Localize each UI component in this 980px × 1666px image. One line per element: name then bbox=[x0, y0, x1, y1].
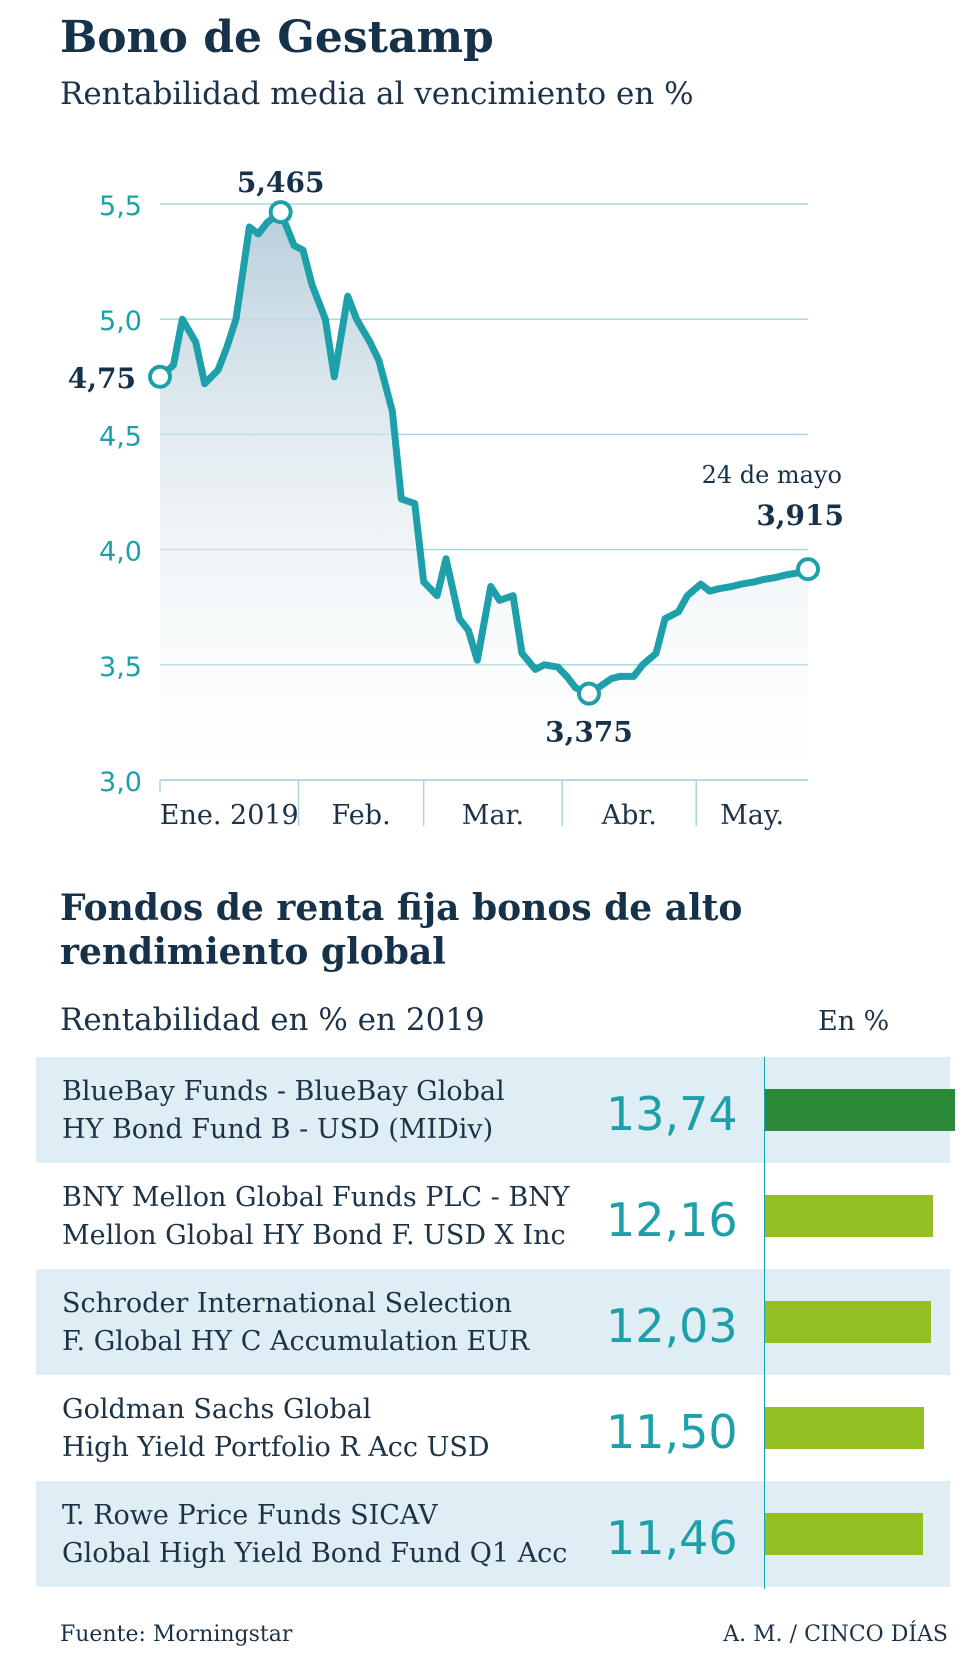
funds-section-title: Fondos de renta fija bonos de alto rendi… bbox=[60, 887, 743, 973]
fund-bar bbox=[765, 1301, 932, 1343]
fund-name-line: Mellon Global HY Bond F. USD X Inc bbox=[62, 1220, 566, 1251]
x-month-label: Abr. bbox=[601, 800, 657, 831]
fund-row: BNY Mellon Global Funds PLC - BNY Mellon… bbox=[36, 1163, 950, 1269]
source-note: Fuente: Morningstar bbox=[60, 1622, 293, 1647]
funds-table: BlueBay Funds - BlueBay Global HY Bond F… bbox=[36, 1057, 955, 1587]
fund-name-line: BNY Mellon Global Funds PLC - BNY bbox=[62, 1182, 570, 1213]
fund-name-line: F. Global HY C Accumulation EUR bbox=[62, 1326, 530, 1357]
fund-row: Schroder International Selection F. Glob… bbox=[36, 1269, 950, 1375]
fund-name: BlueBay Funds - BlueBay Global HY Bond F… bbox=[62, 1073, 602, 1149]
fund-name-line: High Yield Portfolio R Acc USD bbox=[62, 1432, 490, 1463]
funds-subtitle: Rentabilidad en % en 2019 bbox=[60, 1002, 485, 1038]
fund-name-line: HY Bond Fund B - USD (MIDiv) bbox=[62, 1114, 494, 1145]
yield-line-chart: 3,0 3,5 4,0 4,5 5,0 5,5 Ene. 2019 Feb. Mar. Abr. M… bbox=[68, 166, 844, 831]
x-month-label: Feb. bbox=[332, 800, 391, 831]
fund-row: T. Rowe Price Funds SICAV Global High Yi… bbox=[36, 1481, 950, 1587]
end-value-label: 3,915 bbox=[756, 499, 844, 532]
data-point-marker bbox=[796, 557, 820, 582]
x-month-label: Mar. bbox=[462, 800, 524, 831]
fund-bar bbox=[765, 1513, 924, 1555]
fund-name-line: T. Rowe Price Funds SICAV bbox=[62, 1500, 438, 1531]
fund-row: Goldman Sachs Global High Yield Portfoli… bbox=[36, 1375, 950, 1481]
start-value-label: 4,75 bbox=[68, 362, 136, 395]
series-line bbox=[156, 208, 812, 698]
fund-name: T. Rowe Price Funds SICAV Global High Yi… bbox=[62, 1497, 602, 1573]
fund-name-line: BlueBay Funds - BlueBay Global bbox=[62, 1076, 505, 1107]
fund-name-line: Schroder International Selection bbox=[62, 1288, 512, 1319]
fund-bar bbox=[765, 1195, 934, 1237]
y-tick-label: 3,0 bbox=[99, 767, 142, 798]
y-tick-label: 4,0 bbox=[99, 537, 142, 568]
x-month-label: May. bbox=[720, 800, 784, 831]
chart-title: Bono de Gestamp bbox=[60, 12, 494, 63]
data-point-marker bbox=[268, 200, 293, 225]
bar-axis-line bbox=[764, 1057, 765, 1589]
fund-bar bbox=[765, 1407, 925, 1449]
max-value-label: 5,465 bbox=[237, 166, 325, 199]
fund-value-label: 11,50 bbox=[606, 1405, 738, 1459]
fund-name: BNY Mellon Global Funds PLC - BNY Mellon… bbox=[62, 1179, 602, 1255]
data-point-marker bbox=[148, 364, 172, 389]
fund-name-line: Global High Yield Bond Fund Q1 Acc bbox=[62, 1538, 568, 1569]
min-value-label: 3,375 bbox=[545, 716, 633, 749]
x-month-label: Ene. 2019 bbox=[160, 800, 299, 831]
y-tick-label: 5,5 bbox=[99, 191, 142, 222]
y-tick-label: 5,0 bbox=[99, 306, 142, 337]
chart-subtitle: Rentabilidad media al vencimiento en % bbox=[60, 76, 694, 112]
fund-name-line: Goldman Sachs Global bbox=[62, 1394, 372, 1425]
fund-row: BlueBay Funds - BlueBay Global HY Bond F… bbox=[36, 1057, 955, 1163]
area-fill bbox=[160, 212, 808, 781]
credit-note: A. M. / CINCO DÍAS bbox=[723, 1622, 948, 1647]
fund-value-label: 12,16 bbox=[606, 1193, 738, 1247]
y-tick-label: 4,5 bbox=[99, 421, 142, 452]
end-date-label: 24 de mayo bbox=[702, 461, 842, 489]
fund-bar bbox=[765, 1089, 955, 1131]
data-point-marker bbox=[577, 681, 602, 706]
y-tick-label: 3,5 bbox=[99, 652, 142, 683]
funds-unit-label: En % bbox=[818, 1006, 890, 1037]
fund-value-label: 12,03 bbox=[606, 1299, 738, 1353]
fund-name: Schroder International Selection F. Glob… bbox=[62, 1285, 602, 1361]
fund-value-label: 11,46 bbox=[606, 1511, 738, 1565]
fund-name: Goldman Sachs Global High Yield Portfoli… bbox=[62, 1391, 602, 1467]
fund-value-label: 13,74 bbox=[606, 1087, 738, 1141]
